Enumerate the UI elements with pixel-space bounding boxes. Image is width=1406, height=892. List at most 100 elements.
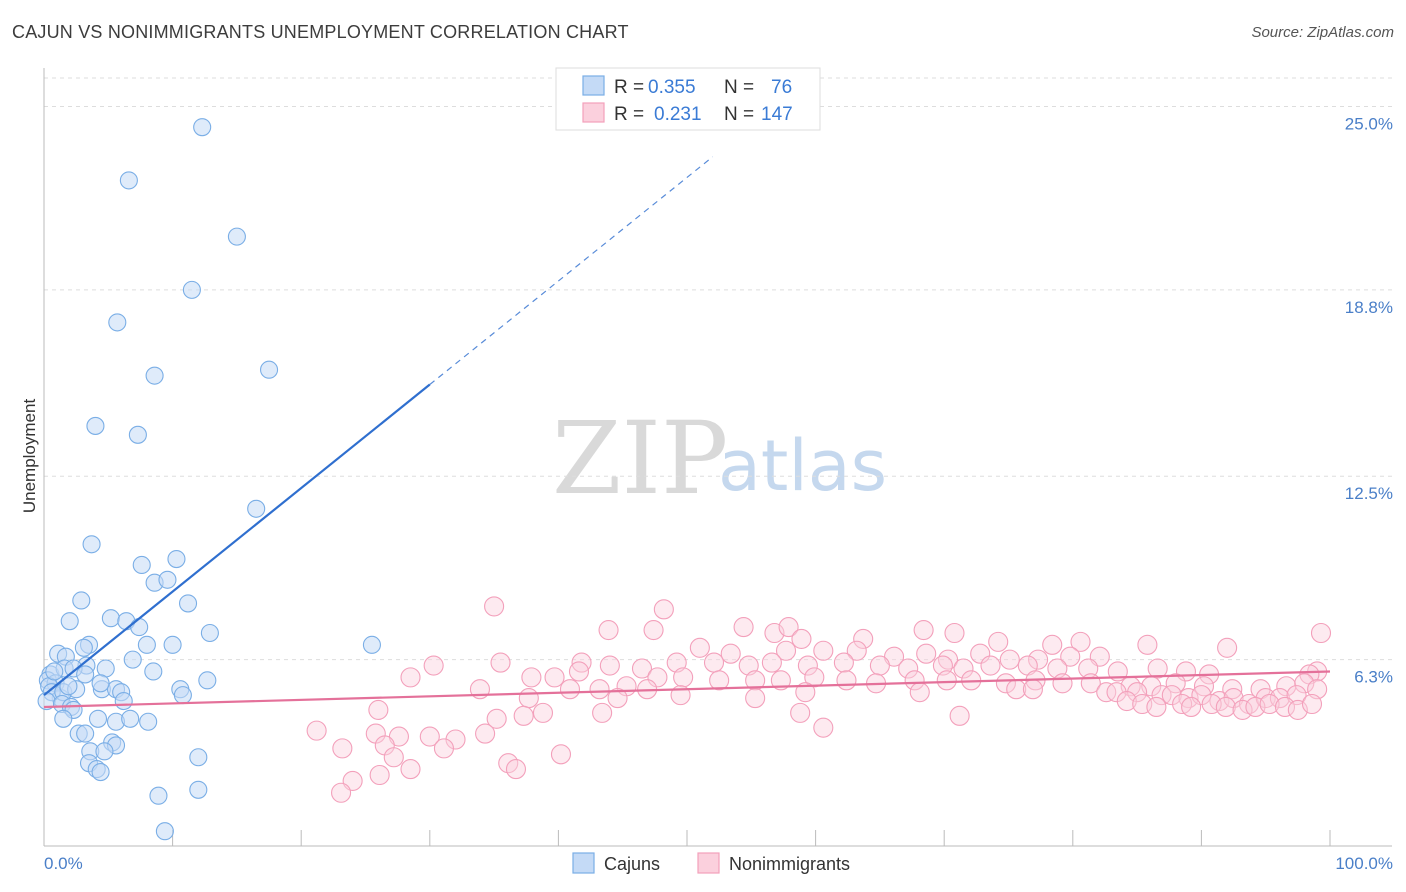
legend-n-value-nonimmigrants: 147 <box>761 104 793 125</box>
y-tick-label-0: 6.3% <box>1354 668 1393 687</box>
point-nonimmigrants-122 <box>368 699 389 720</box>
point-nonimmigrants-16 <box>1310 622 1332 644</box>
point-nonimmigrants-115 <box>1215 696 1236 718</box>
point-nonimmigrants-144 <box>369 764 390 786</box>
point-cajuns-20 <box>130 618 149 637</box>
point-cajuns-10 <box>82 535 101 554</box>
point-nonimmigrants-39 <box>797 655 818 676</box>
point-cajuns-6 <box>259 360 279 379</box>
point-nonimmigrants-32 <box>599 655 620 676</box>
legend-n-label-nonimmigrants: N = <box>724 104 754 125</box>
point-cajuns-54 <box>173 686 192 705</box>
point-nonimmigrants-42 <box>898 658 919 679</box>
point-nonimmigrants-8 <box>853 628 874 649</box>
point-nonimmigrants-64 <box>804 667 825 688</box>
point-nonimmigrants-139 <box>383 747 404 768</box>
point-nonimmigrants-135 <box>475 723 496 744</box>
point-cajuns-67 <box>189 748 208 767</box>
point-nonimmigrants-17 <box>689 637 710 658</box>
point-nonimmigrants-11 <box>988 631 1009 652</box>
point-nonimmigrants-57 <box>544 667 565 688</box>
bottom-legend-label-cajuns: Cajuns <box>604 854 660 874</box>
point-nonimmigrants-128 <box>813 717 834 738</box>
point-nonimmigrants-111 <box>1146 696 1167 718</box>
point-cajuns-59 <box>121 709 140 728</box>
point-nonimmigrants-105 <box>518 688 539 709</box>
legend-n-value-cajuns: 76 <box>771 77 792 98</box>
trend-lines <box>43 156 1331 709</box>
point-nonimmigrants-83 <box>559 679 581 700</box>
point-nonimmigrants-76 <box>1165 673 1186 694</box>
point-nonimmigrants-2 <box>598 620 619 641</box>
point-nonimmigrants-20 <box>813 640 834 661</box>
y-tick-labels: 6.3% 12.5% 18.8% 25.0% <box>1345 114 1393 686</box>
point-nonimmigrants-21 <box>846 640 867 661</box>
point-nonimmigrants-12 <box>1042 634 1063 655</box>
point-cajuns-22 <box>362 635 381 654</box>
point-nonimmigrants-58 <box>568 661 590 682</box>
point-cajuns-12 <box>167 550 186 569</box>
point-nonimmigrants-15 <box>1217 637 1238 658</box>
point-nonimmigrants-109 <box>1116 690 1137 712</box>
watermark-zip: ZIP <box>552 400 728 517</box>
point-nonimmigrants-38 <box>761 652 782 673</box>
point-nonimmigrants-18 <box>720 643 741 664</box>
point-cajuns-74 <box>45 662 64 681</box>
point-nonimmigrants-61 <box>709 670 730 691</box>
bottom-legend-swatch-cajuns <box>572 852 595 874</box>
point-nonimmigrants-44 <box>953 658 974 679</box>
point-cajuns-0 <box>193 118 212 137</box>
point-nonimmigrants-9 <box>913 620 934 641</box>
point-cajuns-60 <box>139 712 158 731</box>
trend-line-cajuns <box>43 383 431 696</box>
point-cajuns-17 <box>60 612 79 631</box>
point-nonimmigrants-62 <box>745 670 766 691</box>
point-nonimmigrants-19 <box>775 640 797 661</box>
point-nonimmigrants-68 <box>936 670 957 691</box>
point-nonimmigrants-26 <box>999 649 1020 670</box>
bottom-legend: Cajuns Nonimmigrants <box>572 852 850 874</box>
point-nonimmigrants-40 <box>833 652 854 673</box>
point-cajuns-73 <box>155 822 174 841</box>
point-nonimmigrants-37 <box>738 655 759 676</box>
point-cajuns-36 <box>123 650 142 669</box>
point-nonimmigrants-60 <box>673 667 694 688</box>
point-nonimmigrants-81 <box>1294 673 1315 694</box>
point-nonimmigrants-10 <box>944 622 965 644</box>
point-cajuns-57 <box>88 709 108 728</box>
point-nonimmigrants-70 <box>995 673 1016 694</box>
point-nonimmigrants-45 <box>980 655 1001 676</box>
point-cajuns-66 <box>95 742 114 761</box>
point-cajuns-9 <box>247 499 266 518</box>
point-nonimmigrants-50 <box>1147 658 1168 679</box>
point-nonimmigrants-121 <box>1301 693 1323 715</box>
point-nonimmigrants-91 <box>1096 682 1117 703</box>
point-cajuns-55 <box>114 691 133 711</box>
point-cajuns-28 <box>74 638 93 657</box>
point-nonimmigrants-95 <box>1161 685 1182 706</box>
bottom-legend-swatch-nonimmigrants <box>697 852 720 874</box>
point-nonimmigrants-142 <box>550 744 572 765</box>
point-nonimmigrants-23 <box>916 643 937 664</box>
point-cajuns-21 <box>200 623 219 643</box>
chart-source: Source: ZipAtlas.com <box>1251 24 1394 41</box>
point-nonimmigrants-41 <box>869 655 890 676</box>
point-cajuns-2 <box>227 227 246 246</box>
point-nonimmigrants-89 <box>1006 679 1027 700</box>
y-tick-label-2: 18.8% <box>1345 298 1393 317</box>
point-nonimmigrants-43 <box>932 655 953 676</box>
point-cajuns-38 <box>76 665 95 684</box>
point-cajuns-18 <box>101 609 120 628</box>
point-nonimmigrants-1 <box>653 599 674 620</box>
trend-line-cajuns-extension <box>429 156 714 385</box>
bottom-legend-label-nonimmigrants: Nonimmigrants <box>729 854 850 874</box>
point-nonimmigrants-30 <box>423 655 444 676</box>
point-nonimmigrants-129 <box>949 705 970 726</box>
point-cajuns-16 <box>178 594 198 613</box>
trend-line-nonimmigrants <box>43 670 1331 709</box>
point-nonimmigrants-143 <box>400 759 421 780</box>
point-nonimmigrants-84 <box>589 679 610 700</box>
point-nonimmigrants-113 <box>1181 696 1202 718</box>
point-nonimmigrants-108 <box>745 688 766 709</box>
